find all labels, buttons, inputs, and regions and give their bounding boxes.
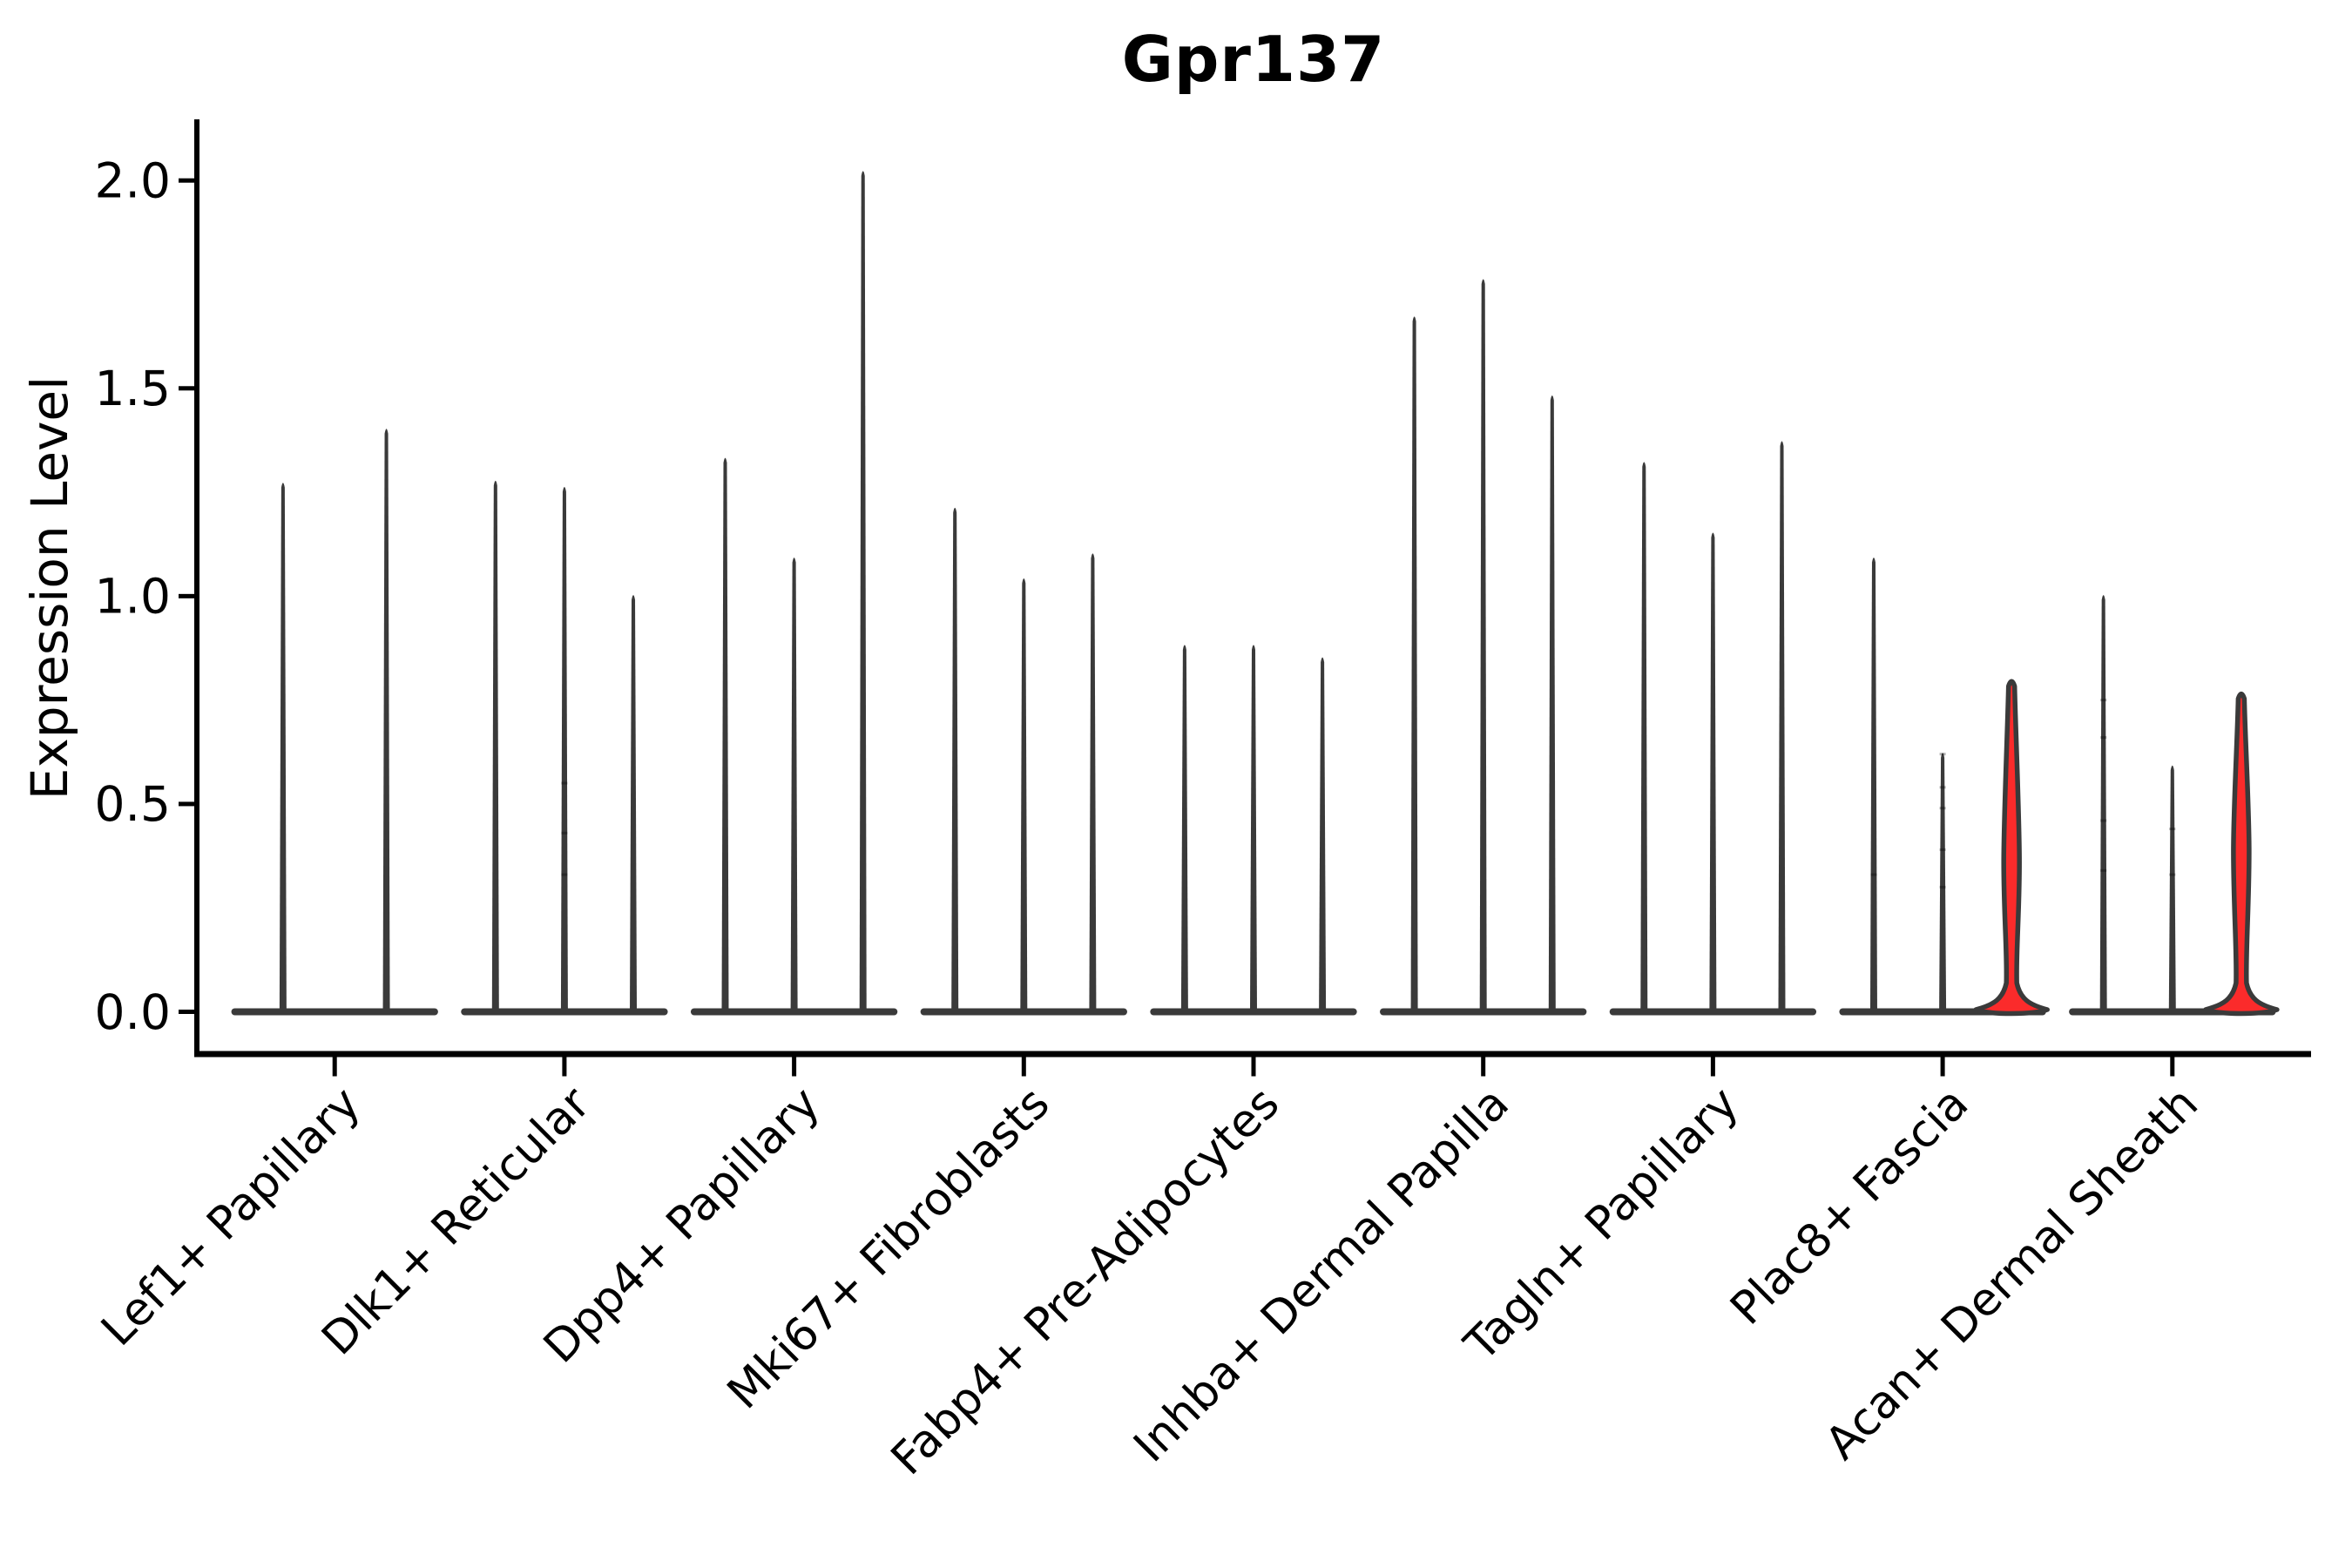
violin-highlighted [1973, 679, 2050, 1017]
x-tick [1021, 1057, 1026, 1077]
cell-point [1939, 807, 1946, 810]
cell-point [1939, 885, 1946, 889]
violin-group-base [231, 1008, 438, 1016]
y-tick-label: 0.0 [95, 984, 171, 1040]
y-tick-label: 1.0 [95, 569, 171, 625]
violin [2099, 595, 2107, 1011]
violin-group-base [690, 1008, 898, 1016]
cell-point [1939, 786, 1946, 789]
violin-group-base [1150, 1008, 1357, 1016]
violin [1089, 553, 1097, 1011]
violin [1020, 578, 1028, 1011]
y-axis-spine [194, 119, 199, 1057]
cell-point [2100, 736, 2107, 740]
violin [790, 558, 798, 1011]
cell-point [1939, 753, 1946, 756]
cell-point [2169, 873, 2176, 876]
violin [1250, 645, 1257, 1011]
x-tick [792, 1057, 797, 1077]
cell-point [561, 873, 568, 876]
violin [1180, 645, 1188, 1011]
y-tick [179, 178, 197, 183]
cell-point [1939, 848, 1946, 851]
violin [1479, 279, 1487, 1012]
y-tick [179, 801, 197, 807]
plot-title: Gpr137 [1121, 23, 1386, 96]
violin [1319, 657, 1327, 1011]
violin-group-base [1380, 1008, 1587, 1016]
x-tick [332, 1057, 337, 1077]
violin [630, 595, 638, 1011]
y-tick-label: 2.0 [95, 152, 171, 208]
violin [279, 483, 287, 1011]
violin [2168, 765, 2176, 1011]
violin [560, 487, 568, 1011]
cell-point [561, 781, 568, 785]
y-tick [179, 1010, 197, 1014]
cell-point [2169, 828, 2176, 831]
cell-point [2100, 819, 2107, 822]
x-tick [562, 1057, 567, 1077]
violin-group-base [920, 1008, 1127, 1016]
y-tick [179, 386, 197, 391]
violin-highlighted [2203, 691, 2280, 1017]
x-tick-label: Plac8+ Fascia [1720, 1078, 1978, 1335]
violin [1939, 753, 1947, 1011]
x-tick [2170, 1057, 2175, 1077]
cell-point [1870, 873, 1877, 876]
violin [382, 429, 390, 1011]
y-tick-label: 0.5 [95, 776, 171, 832]
cell-point [561, 831, 568, 835]
cell-point [2100, 699, 2107, 702]
cell-point [2100, 868, 2107, 872]
x-tick [1940, 1057, 1945, 1077]
x-axis-spine [194, 1051, 2311, 1058]
violin [1640, 462, 1648, 1011]
violin [721, 457, 729, 1011]
violin [859, 171, 867, 1011]
y-tick [179, 593, 197, 598]
violin [1778, 441, 1786, 1011]
x-tick-label: Inhba+ Dermal Papilla [1124, 1078, 1518, 1472]
x-tick-label: Acan+ Dermal Sheath [1815, 1078, 2208, 1470]
violin-group-base [1609, 1008, 1817, 1016]
violin [951, 507, 959, 1011]
x-tick-label: Fabp4+ Pre-Adipocytes [882, 1078, 1289, 1485]
violin [1548, 395, 1556, 1011]
violin [1869, 558, 1877, 1011]
violin-group-base [461, 1008, 668, 1016]
x-tick [1481, 1057, 1486, 1077]
violin [1709, 532, 1717, 1011]
y-tick-label: 1.5 [95, 361, 171, 416]
violin [1410, 316, 1418, 1011]
x-tick [1251, 1057, 1256, 1077]
violin [491, 480, 499, 1011]
x-tick [1710, 1057, 1715, 1077]
